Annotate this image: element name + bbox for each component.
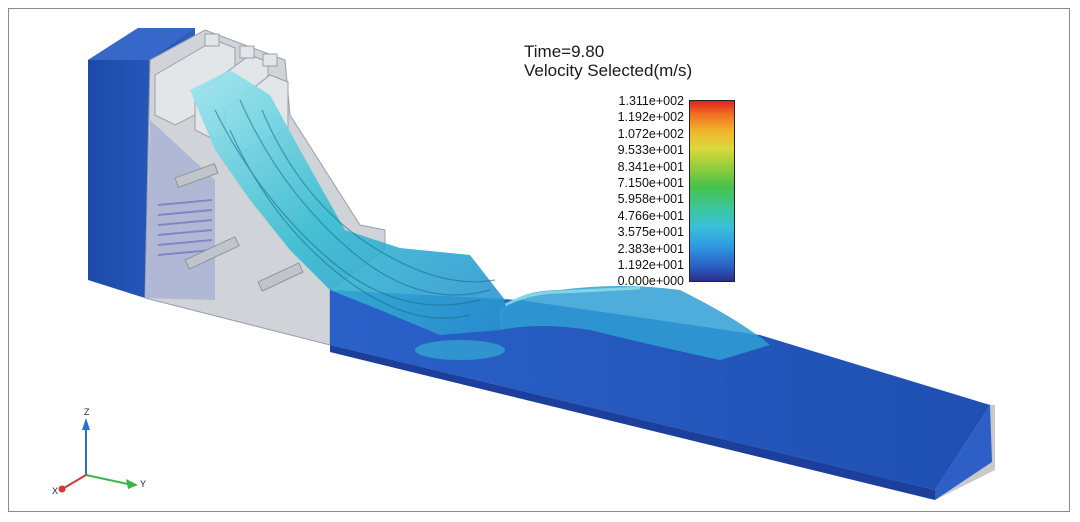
z-axis-label: Z bbox=[84, 407, 90, 417]
legend-tick: 7.150e+001 bbox=[617, 176, 684, 190]
legend-tick: 3.575e+001 bbox=[617, 225, 684, 240]
axis-triad bbox=[58, 418, 138, 493]
velocity-colorbar bbox=[689, 100, 735, 282]
legend-tick: 1.192e+001 bbox=[617, 258, 684, 272]
spillway-flow bbox=[190, 70, 505, 335]
legend-tick: 1.192e+002 bbox=[617, 110, 684, 125]
legend-tick: 1.311e+002 bbox=[618, 94, 684, 108]
title-block: Time=9.80 Velocity Selected(m/s) bbox=[524, 42, 692, 80]
channel-end bbox=[935, 405, 992, 500]
jump-crest bbox=[504, 286, 641, 307]
flow-streaks bbox=[214, 99, 496, 319]
legend-tick: 0.000e+000 bbox=[617, 274, 684, 289]
dam-pipes bbox=[174, 162, 304, 292]
y-axis bbox=[85, 474, 129, 485]
legend-tick: 8.341e+001 bbox=[617, 159, 684, 174]
legend-tick: 2.383e+001 bbox=[617, 241, 684, 256]
reservoir-block-top bbox=[88, 28, 195, 60]
legend-tick: 4.766e+001 bbox=[617, 208, 684, 223]
dam-stripes bbox=[157, 199, 213, 256]
x-axis bbox=[63, 474, 87, 489]
y-axis-label: Y bbox=[140, 479, 147, 489]
channel-top bbox=[330, 290, 990, 490]
legend-tick: 1.072e+002 bbox=[617, 126, 684, 141]
legend-tick: 9.533e+001 bbox=[617, 143, 684, 158]
variable-label: Velocity Selected(m/s) bbox=[524, 61, 693, 80]
channel-front bbox=[330, 345, 935, 500]
time-label: Time=9.80 bbox=[524, 42, 605, 61]
flow-highlight bbox=[415, 340, 505, 360]
legend-tick: 5.958e+001 bbox=[617, 192, 684, 207]
hydraulic-jump bbox=[500, 286, 770, 360]
x-axis-label: X bbox=[52, 486, 59, 496]
